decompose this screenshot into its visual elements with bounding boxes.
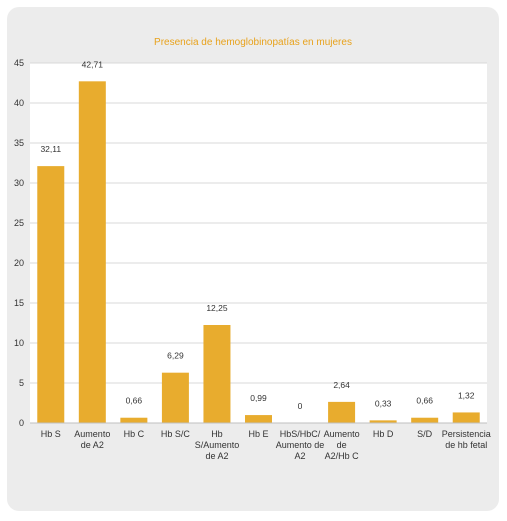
x-category-label: Hb S/C — [161, 429, 191, 439]
bar — [245, 415, 272, 423]
data-label: 42,71 — [82, 59, 104, 69]
y-tick-label: 5 — [19, 378, 24, 388]
y-tick-label: 40 — [14, 98, 24, 108]
grid-lines — [30, 62, 487, 384]
bar — [203, 325, 231, 423]
y-tick-label: 30 — [14, 178, 24, 188]
bars — [37, 81, 480, 423]
data-label: 0 — [298, 401, 303, 411]
bar — [452, 412, 480, 423]
x-category-label: Hb S — [41, 429, 61, 439]
x-category-label: Hb S/Aumento de A2 — [195, 429, 240, 461]
data-label: 0,66 — [416, 396, 433, 406]
bar — [37, 166, 65, 423]
chart-title: Presencia de hemoglobinopatías en mujere… — [154, 37, 352, 48]
x-axis-category-labels: Hb S Aumento de A2 Hb C Hb S/C Hb S/Aumento de … — [41, 429, 491, 461]
x-category-label: Hb D — [373, 429, 394, 439]
data-label: 2,64 — [333, 380, 350, 390]
x-category-label: Hb C — [124, 429, 145, 439]
x-category-label: Aumento de A2 — [74, 429, 110, 450]
data-labels: 32,11 42,71 0,66 6,29 12,25 0,99 0 2,64 0,33 0,66… — [40, 59, 474, 411]
bar — [161, 372, 189, 423]
y-tick-label: 35 — [14, 138, 24, 148]
x-category-label: Hb E — [248, 429, 268, 439]
x-category-label: S/D — [417, 429, 433, 439]
x-category-label: Aumento de A2/Hb C — [324, 429, 360, 461]
bar — [369, 420, 397, 423]
y-tick-label: 25 — [14, 218, 24, 228]
bar — [120, 417, 148, 423]
bar — [411, 417, 439, 423]
data-label: 12,25 — [206, 303, 228, 313]
y-tick-label: 20 — [14, 258, 24, 268]
plot-area — [30, 63, 487, 423]
bar — [78, 81, 106, 423]
y-tick-label: 0 — [19, 418, 24, 428]
data-label: 1,32 — [458, 390, 475, 400]
data-label: 6,29 — [167, 351, 184, 361]
y-axis-tick-labels: 0 5 10 15 20 25 30 35 40 45 — [14, 58, 24, 428]
y-tick-label: 45 — [14, 58, 24, 68]
y-tick-label: 10 — [14, 338, 24, 348]
bar — [328, 401, 356, 423]
data-label: 32,11 — [40, 144, 61, 154]
x-category-label: HbS/HbC/Aumento de A2 — [276, 429, 325, 461]
data-label: 0,99 — [250, 393, 267, 403]
y-tick-label: 15 — [14, 298, 24, 308]
data-label: 0,66 — [126, 396, 143, 406]
x-category-label: Persistencia de hb fetal — [442, 429, 491, 450]
data-label: 0,33 — [375, 398, 392, 408]
